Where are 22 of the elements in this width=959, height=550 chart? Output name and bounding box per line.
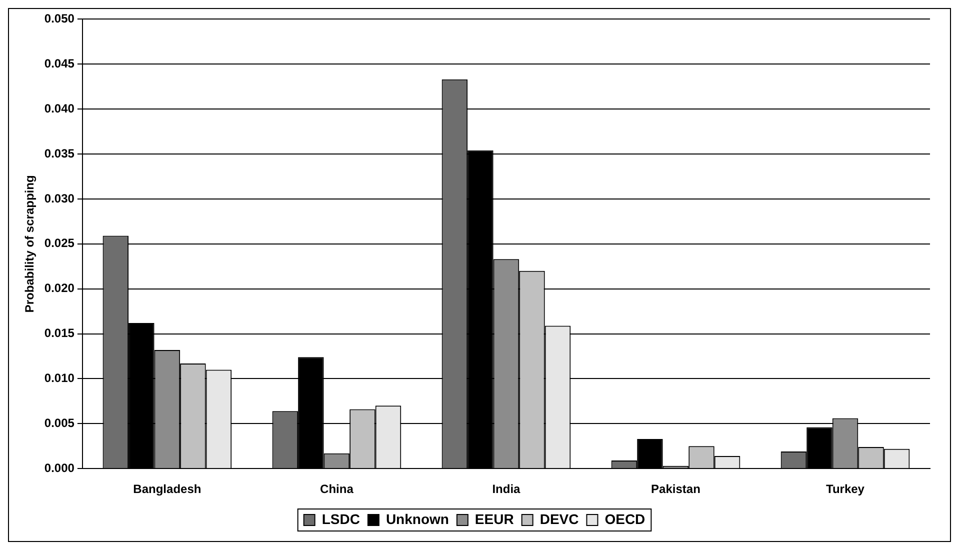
- y-axis-title: Probability of scrapping: [22, 175, 37, 313]
- x-tick-label: Bangladesh: [133, 482, 202, 496]
- y-tick-label: 0.005: [44, 416, 75, 430]
- y-tick-label: 0.030: [44, 191, 75, 206]
- legend-label: LSDC: [322, 510, 360, 527]
- y-tick-label: 0.035: [44, 146, 75, 160]
- x-tick-label: India: [492, 482, 521, 496]
- y-tick-label: 0.015: [44, 326, 75, 340]
- x-tick-label: China: [320, 482, 354, 496]
- x-tick-label: Pakistan: [651, 482, 700, 496]
- y-tick-label: 0.020: [44, 281, 75, 296]
- legend-label: Unknown: [386, 510, 449, 527]
- y-tick-label: 0.000: [44, 460, 75, 475]
- y-tick-label: 0.045: [44, 56, 75, 70]
- legend-label: OECD: [604, 510, 646, 527]
- y-tick-label: 0.050: [44, 12, 75, 26]
- x-tick-label: Turkey: [826, 482, 865, 496]
- y-tick-label: 0.040: [44, 101, 75, 116]
- legend-label: DEVC: [540, 510, 579, 527]
- legend-label: EEUR: [474, 510, 514, 527]
- y-tick-label: 0.025: [44, 236, 75, 250]
- y-tick-label: 0.010: [44, 371, 75, 386]
